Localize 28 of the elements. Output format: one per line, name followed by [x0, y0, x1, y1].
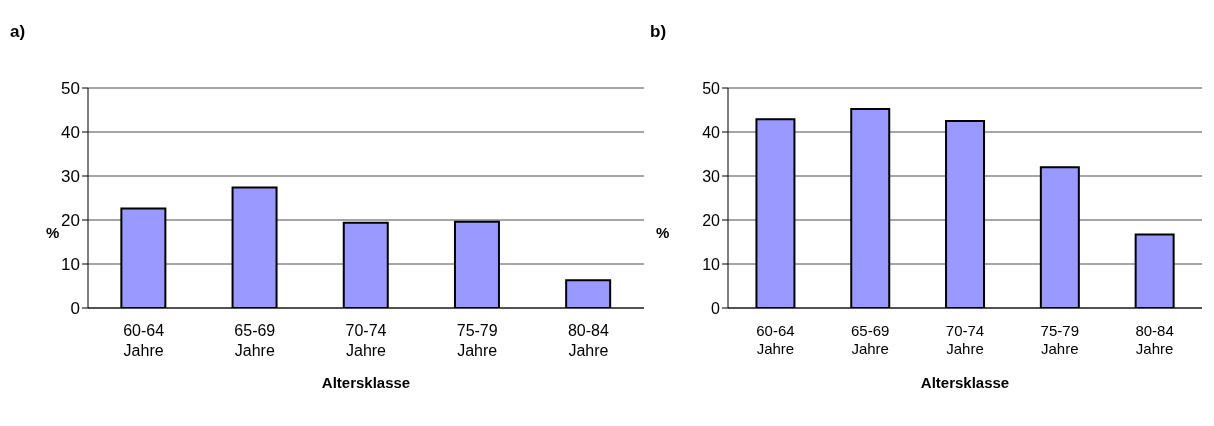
y-axis-title: %: [656, 224, 670, 241]
x-tick-label: 65-69 Jahre: [234, 322, 276, 359]
x-tick-label: 75-79 Jahre: [1040, 321, 1079, 357]
x-tick-label: 80-84 Jahre: [567, 322, 609, 359]
y-tick-label: 20: [702, 211, 721, 229]
y-tick-label: 30: [702, 167, 721, 185]
y-axis-title: %: [46, 224, 60, 241]
x-tick-label: 60-64 Jahre: [756, 321, 795, 357]
y-tick-label: 20: [61, 211, 80, 231]
x-tick-label: 80-84 Jahre: [1135, 321, 1174, 357]
y-tick-label: 40: [702, 123, 721, 141]
y-tick-label: 50: [702, 79, 721, 97]
y-tick-label: 10: [702, 255, 721, 273]
x-axis-title: Altersklasse: [920, 374, 1010, 391]
y-tick-label: 0: [70, 299, 80, 319]
y-tick-label: 30: [61, 167, 80, 187]
x-tick-label: 70-74 Jahre: [945, 321, 985, 357]
x-tick-label: 75-79 Jahre: [456, 322, 498, 359]
chart-title: b): [650, 22, 667, 42]
y-tick-label: 40: [61, 123, 80, 143]
x-axis-title: Altersklasse: [321, 374, 411, 391]
y-tick-label: 0: [711, 299, 721, 317]
x-tick-label: 65-69 Jahre: [851, 321, 890, 357]
x-tick-label: 60-64 Jahre: [123, 322, 165, 359]
y-tick-label: 10: [61, 255, 80, 275]
chart-title: a): [10, 22, 26, 42]
x-tick-label: 70-74 Jahre: [345, 322, 387, 359]
y-tick-label: 50: [61, 79, 80, 99]
